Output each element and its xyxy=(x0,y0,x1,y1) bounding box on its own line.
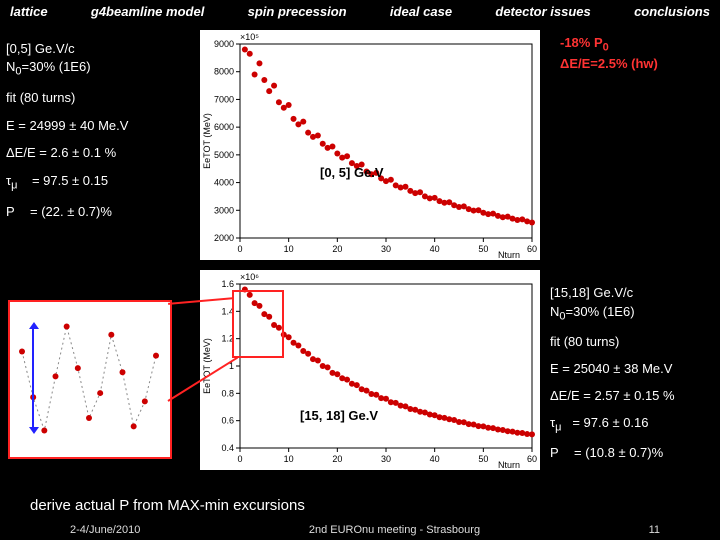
left-params: [0,5] Ge.V/c N0=30% (1E6) fit (80 turns)… xyxy=(6,40,174,231)
highlight-box xyxy=(232,290,284,358)
svg-text:×10⁶: ×10⁶ xyxy=(240,272,259,282)
right-header: -18% P0 ΔE/E=2.5% (hw) xyxy=(560,34,710,73)
r2-dE: ΔE/E = 2.57 ± 0.15 % xyxy=(550,387,710,406)
svg-text:20: 20 xyxy=(332,244,342,254)
svg-text:4000: 4000 xyxy=(214,178,234,188)
nav-g4beamline: g4beamline model xyxy=(91,4,204,19)
svg-text:40: 40 xyxy=(430,244,440,254)
svg-text:7000: 7000 xyxy=(214,94,234,104)
svg-text:0.8: 0.8 xyxy=(221,388,234,398)
r2-range: [15,18] Ge.V/c N0=30% (1E6) xyxy=(550,284,710,325)
svg-text:6000: 6000 xyxy=(214,122,234,132)
svg-text:5000: 5000 xyxy=(214,150,234,160)
svg-text:60: 60 xyxy=(527,244,537,254)
nav-detector: detector issues xyxy=(495,4,590,19)
svg-text:EeTOT (MeV): EeTOT (MeV) xyxy=(202,338,212,394)
svg-text:10: 10 xyxy=(284,454,294,464)
left-fit: fit (80 turns) xyxy=(6,89,174,107)
chart-top-label: [0, 5] Ge.V xyxy=(320,165,384,180)
svg-text:1.6: 1.6 xyxy=(221,279,234,289)
r2-fit: fit (80 turns) xyxy=(550,333,710,352)
left-range: [0,5] Ge.V/c N0=30% (1E6) xyxy=(6,40,174,79)
derive-caption: derive actual P from MAX-min excursions xyxy=(30,497,305,514)
svg-text:3000: 3000 xyxy=(214,205,234,215)
footer-page: 11 xyxy=(649,524,660,536)
left-dE: ΔE/E = 2.6 ± 0.1 % xyxy=(6,144,174,162)
svg-text:2000: 2000 xyxy=(214,233,234,243)
svg-text:40: 40 xyxy=(430,454,440,464)
svg-text:0.6: 0.6 xyxy=(221,416,234,426)
footer-date: 2-4/June/2010 xyxy=(70,524,140,536)
svg-text:×10⁵: ×10⁵ xyxy=(240,32,259,42)
svg-text:EeTOT (MeV): EeTOT (MeV) xyxy=(202,113,212,169)
svg-text:8000: 8000 xyxy=(214,67,234,77)
footer: 2-4/June/2010 2nd EUROnu meeting - Stras… xyxy=(0,524,720,536)
svg-text:0: 0 xyxy=(237,454,242,464)
svg-text:10: 10 xyxy=(284,244,294,254)
nav-lattice: lattice xyxy=(10,4,48,19)
left-tau: τμ = 97.5 ± 0.15 xyxy=(6,172,174,193)
nav-ideal: ideal case xyxy=(390,4,452,19)
r2-P: P= (10.8 ± 0.7)% xyxy=(550,444,710,463)
svg-text:9000: 9000 xyxy=(214,39,234,49)
excursion-arrow-icon xyxy=(32,328,34,428)
nav-tabs: lattice g4beamline model spin precession… xyxy=(0,4,720,19)
svg-text:30: 30 xyxy=(381,454,391,464)
svg-text:50: 50 xyxy=(478,454,488,464)
svg-text:20: 20 xyxy=(332,454,342,464)
chart-top: 0 10 20 30 40 50 60 2000 3000 4000 5000 6000 7000 800… xyxy=(200,30,540,260)
left-P: P= (22. ± 0.7)% xyxy=(6,203,174,221)
svg-text:0.4: 0.4 xyxy=(221,443,234,453)
r2-tau: τμ = 97.6 ± 0.16 xyxy=(550,414,710,437)
svg-text:50: 50 xyxy=(478,244,488,254)
r2-E: E = 25040 ± 38 Me.V xyxy=(550,360,710,379)
chart-bottom-label: [15, 18] Ge.V xyxy=(300,408,378,423)
svg-text:0: 0 xyxy=(237,244,242,254)
left-E: E = 24999 ± 40 Me.V xyxy=(6,117,174,135)
right-params: [15,18] Ge.V/c N0=30% (1E6) fit (80 turn… xyxy=(550,284,710,471)
svg-text:60: 60 xyxy=(527,454,537,464)
svg-text:Nturn: Nturn xyxy=(498,250,520,260)
svg-text:Nturn: Nturn xyxy=(498,460,520,470)
svg-text:30: 30 xyxy=(381,244,391,254)
nav-conclusions: conclusions xyxy=(634,4,710,19)
footer-meeting: 2nd EUROnu meeting - Strasbourg xyxy=(309,524,480,536)
nav-spin: spin precession xyxy=(248,4,347,19)
